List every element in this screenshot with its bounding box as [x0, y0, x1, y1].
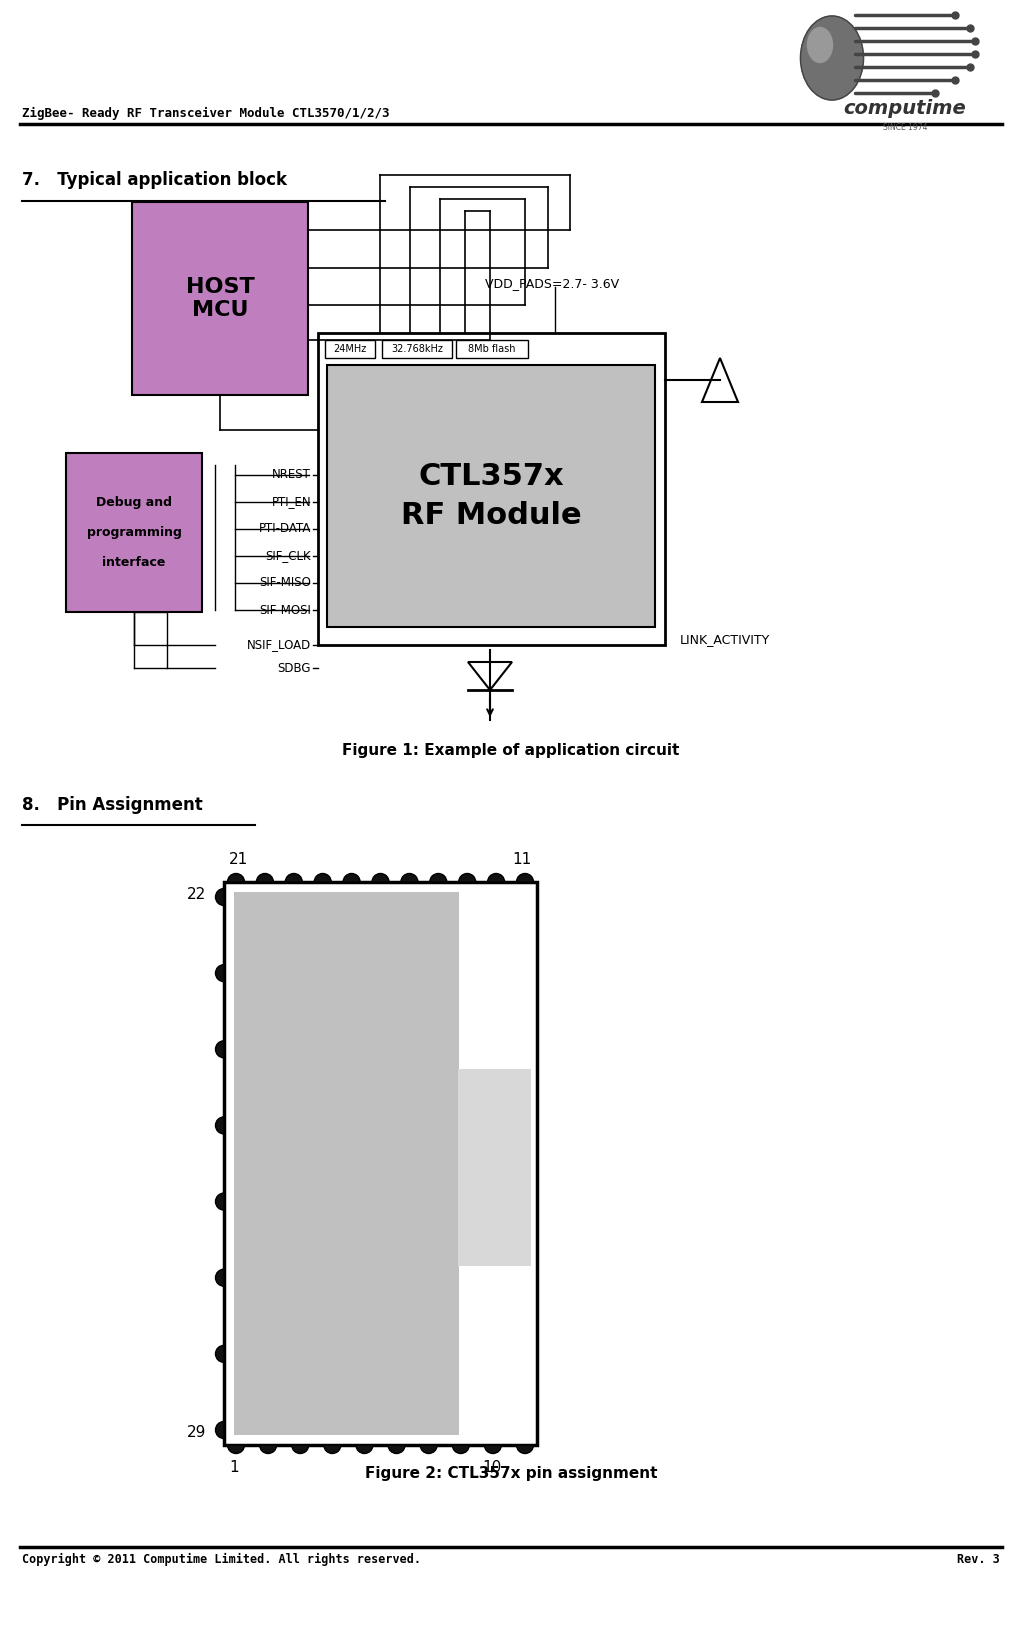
Wedge shape [372, 874, 389, 882]
FancyBboxPatch shape [132, 202, 308, 395]
Wedge shape [420, 1445, 437, 1453]
Text: 8.   Pin Assignment: 8. Pin Assignment [22, 796, 202, 814]
Text: Copyright © 2011 Computime Limited. All rights reserved.: Copyright © 2011 Computime Limited. All … [22, 1554, 421, 1566]
Wedge shape [216, 965, 224, 982]
Wedge shape [430, 874, 447, 882]
FancyBboxPatch shape [325, 340, 375, 358]
Text: NREST: NREST [272, 468, 311, 481]
Wedge shape [401, 874, 418, 882]
Wedge shape [314, 874, 331, 882]
Text: Rev. 3: Rev. 3 [958, 1554, 1000, 1566]
Text: VDD_PADS=2.7- 3.6V: VDD_PADS=2.7- 3.6V [485, 276, 619, 289]
Text: Figure 2: CTL357x pin assignment: Figure 2: CTL357x pin assignment [365, 1466, 657, 1480]
Text: 24MHz: 24MHz [333, 344, 367, 354]
Text: SIF-MOSI: SIF-MOSI [260, 603, 311, 616]
Text: 11: 11 [513, 852, 532, 868]
Text: 10: 10 [482, 1459, 502, 1476]
FancyBboxPatch shape [66, 453, 202, 613]
FancyBboxPatch shape [234, 892, 459, 1435]
Wedge shape [260, 1445, 277, 1453]
Text: CTL357x
RF Module: CTL357x RF Module [401, 463, 582, 530]
Ellipse shape [807, 28, 833, 62]
Ellipse shape [800, 16, 864, 101]
Text: 8Mb flash: 8Mb flash [468, 344, 516, 354]
Wedge shape [343, 874, 360, 882]
Text: PTI_EN: PTI_EN [272, 496, 311, 509]
Wedge shape [388, 1445, 405, 1453]
Text: 7.   Typical application block: 7. Typical application block [22, 171, 287, 188]
Text: NSIF_LOAD: NSIF_LOAD [246, 639, 311, 652]
Text: SINCE 1974: SINCE 1974 [883, 124, 927, 133]
Text: 32.768kHz: 32.768kHz [391, 344, 443, 354]
Text: LINK_ACTIVITY: LINK_ACTIVITY [680, 634, 771, 647]
Wedge shape [216, 1346, 224, 1362]
Wedge shape [228, 1445, 244, 1453]
Text: Figure 1: Example of application circuit: Figure 1: Example of application circuit [342, 743, 680, 757]
Text: SIF_CLK: SIF_CLK [266, 549, 311, 562]
Wedge shape [516, 874, 533, 882]
Wedge shape [356, 1445, 373, 1453]
Text: HOST
MCU: HOST MCU [186, 276, 254, 320]
FancyBboxPatch shape [224, 882, 537, 1445]
FancyBboxPatch shape [458, 1069, 531, 1266]
Text: 29: 29 [187, 1425, 206, 1440]
Wedge shape [216, 1269, 224, 1287]
Wedge shape [257, 874, 274, 882]
FancyBboxPatch shape [456, 340, 528, 358]
Wedge shape [484, 1445, 502, 1453]
Text: 22: 22 [187, 887, 206, 902]
Wedge shape [228, 874, 244, 882]
Wedge shape [216, 1422, 224, 1438]
Text: PTI-DATA: PTI-DATA [259, 523, 311, 536]
Wedge shape [324, 1445, 340, 1453]
Wedge shape [487, 874, 505, 882]
Wedge shape [459, 874, 475, 882]
Wedge shape [216, 889, 224, 905]
Wedge shape [291, 1445, 309, 1453]
Wedge shape [453, 1445, 469, 1453]
FancyBboxPatch shape [382, 340, 452, 358]
Text: computime: computime [843, 99, 967, 117]
Wedge shape [516, 1445, 533, 1453]
Text: ZigBee- Ready RF Transceiver Module CTL3570/1/2/3: ZigBee- Ready RF Transceiver Module CTL3… [22, 106, 389, 120]
FancyBboxPatch shape [318, 333, 665, 645]
FancyBboxPatch shape [327, 366, 655, 627]
Text: SDBG: SDBG [278, 661, 311, 674]
Wedge shape [216, 1040, 224, 1058]
Text: 21: 21 [229, 852, 248, 868]
Wedge shape [285, 874, 303, 882]
Text: Debug and

programming

interface: Debug and programming interface [87, 496, 182, 569]
Wedge shape [216, 1116, 224, 1134]
Wedge shape [216, 1193, 224, 1211]
Text: 1: 1 [229, 1459, 238, 1476]
Text: SIF-MISO: SIF-MISO [260, 577, 311, 590]
